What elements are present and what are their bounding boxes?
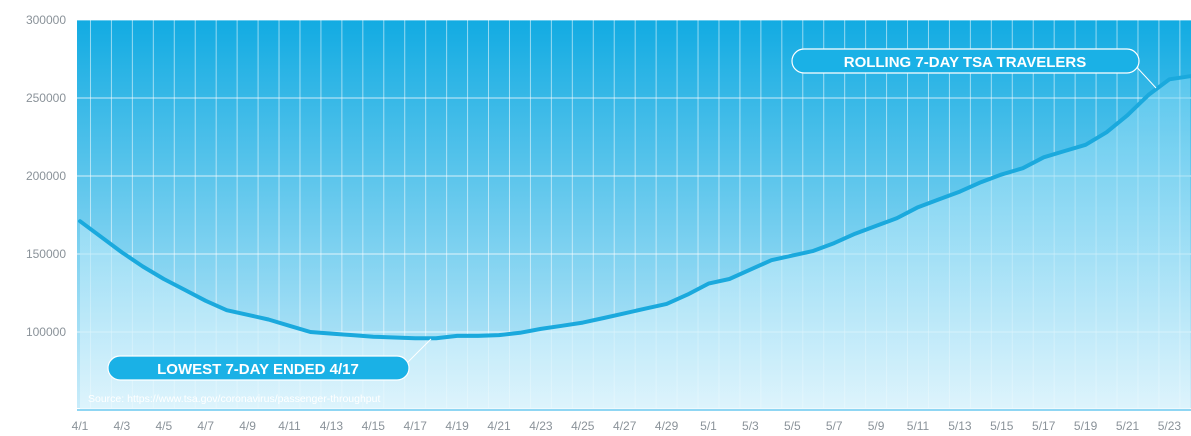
series-callout-label: ROLLING 7-DAY TSA TRAVELERS (844, 54, 1087, 71)
x-tick-label: 4/9 (239, 419, 256, 433)
y-tick-label: 250000 (26, 91, 66, 105)
x-tick-label: 4/15 (362, 419, 386, 433)
y-tick-label: 300000 (26, 13, 66, 27)
y-axis-ticks: 100000 150000 200000 250000 300000 (26, 13, 66, 339)
x-tick-label: 4/19 (445, 419, 469, 433)
x-tick-label: 4/23 (529, 419, 553, 433)
x-axis-ticks: 4/1 4/3 4/5 4/7 4/9 4/11 4/13 4/15 4/17 4/19 4/21 4… (72, 419, 1182, 433)
x-tick-label: 4/17 (404, 419, 428, 433)
x-tick-label: 5/11 (907, 419, 930, 433)
x-tick-label: 4/13 (320, 419, 344, 433)
x-tick-label: 5/7 (826, 419, 843, 433)
x-tick-label: 5/3 (742, 419, 759, 433)
series-area (80, 76, 1191, 410)
x-tick-label: 4/1 (72, 419, 89, 433)
lowest-callout-box (107, 355, 410, 381)
series-line (78, 74, 1191, 341)
x-tick-label: 5/21 (1116, 419, 1140, 433)
x-tick-label: 5/5 (784, 419, 801, 433)
x-tick-label: 5/1 (700, 419, 717, 433)
y-tick-label: 200000 (26, 169, 66, 183)
x-tick-label: 5/23 (1158, 419, 1182, 433)
x-tick-label: 5/19 (1074, 419, 1098, 433)
x-tick-label: 4/29 (655, 419, 679, 433)
x-tick-label: 4/25 (571, 419, 595, 433)
x-tick-label: 5/15 (990, 419, 1014, 433)
series-callout-box (791, 48, 1140, 74)
x-tick-label: 5/9 (868, 419, 885, 433)
x-tick-label: 4/5 (155, 419, 172, 433)
x-tick-label: 4/7 (197, 419, 214, 433)
y-tick-label: 150000 (26, 247, 66, 261)
source-note: Source: https://www.tsa.gov/coronavirus/… (88, 393, 380, 405)
x-tick-label: 4/27 (613, 419, 637, 433)
x-tick-label: 5/13 (948, 419, 972, 433)
x-tick-label: 5/17 (1032, 419, 1056, 433)
x-tick-label: 4/21 (487, 419, 511, 433)
x-tick-label: 4/11 (278, 419, 301, 433)
x-tick-label: 4/3 (114, 419, 131, 433)
y-tick-label: 100000 (26, 325, 66, 339)
lowest-callout-label: LOWEST 7-DAY ENDED 4/17 (157, 361, 359, 378)
